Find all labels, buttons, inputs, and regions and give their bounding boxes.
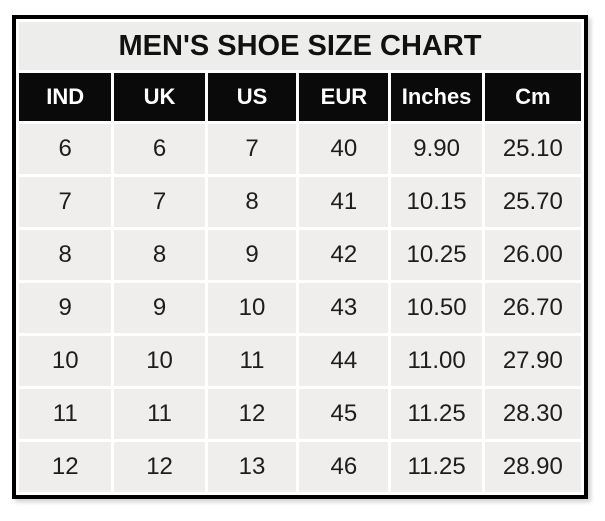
table-cell: 25.70 — [484, 177, 581, 227]
table-cell: 7 — [114, 177, 205, 227]
table-cell: 46 — [299, 442, 389, 492]
table-cell: 12 — [19, 442, 112, 492]
table-cell: 13 — [207, 442, 297, 492]
table-cell: 8 — [207, 177, 297, 227]
table-cell: 42 — [299, 230, 389, 280]
table-row: 7 7 8 41 10.15 25.70 — [19, 177, 581, 227]
table-cell: 8 — [19, 230, 112, 280]
table-cell: 9 — [207, 230, 297, 280]
table-cell: 10.15 — [391, 177, 482, 227]
table-cell: 10 — [207, 283, 297, 333]
table-cell: 26.00 — [484, 230, 581, 280]
table-cell: 11.25 — [391, 442, 482, 492]
chart-title: MEN'S SHOE SIZE CHART — [19, 22, 581, 70]
table-cell: 41 — [299, 177, 389, 227]
table-cell: 43 — [299, 283, 389, 333]
table-cell: 45 — [299, 389, 389, 439]
table-cell: 8 — [114, 230, 205, 280]
table-cell: 11.25 — [391, 389, 482, 439]
table-cell: 6 — [19, 124, 112, 174]
table-cell: 7 — [207, 124, 297, 174]
table-cell: 10 — [114, 336, 205, 386]
table-cell: 11.00 — [391, 336, 482, 386]
table-cell: 7 — [19, 177, 112, 227]
table-row: 10 10 11 44 11.00 27.90 — [19, 336, 581, 386]
table-cell: 26.70 — [484, 283, 581, 333]
size-chart-table: MEN'S SHOE SIZE CHART IND UK US EUR Inches Cm… — [12, 15, 588, 499]
column-header-ind: IND — [19, 73, 112, 121]
table-cell: 27.90 — [484, 336, 581, 386]
table-cell: 40 — [299, 124, 389, 174]
table-cell: 10.50 — [391, 283, 482, 333]
title-row: MEN'S SHOE SIZE CHART — [19, 22, 581, 70]
table-row: 6 6 7 40 9.90 25.10 — [19, 124, 581, 174]
table-cell: 12 — [114, 442, 205, 492]
table-cell: 11 — [19, 389, 112, 439]
table-cell: 6 — [114, 124, 205, 174]
table-cell: 28.30 — [484, 389, 581, 439]
table-row: 9 9 10 43 10.50 26.70 — [19, 283, 581, 333]
table-cell: 9 — [114, 283, 205, 333]
table-cell: 11 — [207, 336, 297, 386]
table-cell: 10.25 — [391, 230, 482, 280]
shoe-size-table: MEN'S SHOE SIZE CHART IND UK US EUR Inches Cm… — [16, 19, 584, 495]
table-row: 11 11 12 45 11.25 28.30 — [19, 389, 581, 439]
column-header-uk: UK — [114, 73, 205, 121]
table-cell: 25.10 — [484, 124, 581, 174]
table-cell: 10 — [19, 336, 112, 386]
table-cell: 44 — [299, 336, 389, 386]
table-cell: 12 — [207, 389, 297, 439]
column-header-us: US — [207, 73, 297, 121]
header-row: IND UK US EUR Inches Cm — [19, 73, 581, 121]
table-row: 8 8 9 42 10.25 26.00 — [19, 230, 581, 280]
table-row: 12 12 13 46 11.25 28.90 — [19, 442, 581, 492]
column-header-cm: Cm — [484, 73, 581, 121]
column-header-inches: Inches — [391, 73, 482, 121]
column-header-eur: EUR — [299, 73, 389, 121]
table-cell: 9.90 — [391, 124, 482, 174]
table-cell: 9 — [19, 283, 112, 333]
table-cell: 11 — [114, 389, 205, 439]
table-cell: 28.90 — [484, 442, 581, 492]
